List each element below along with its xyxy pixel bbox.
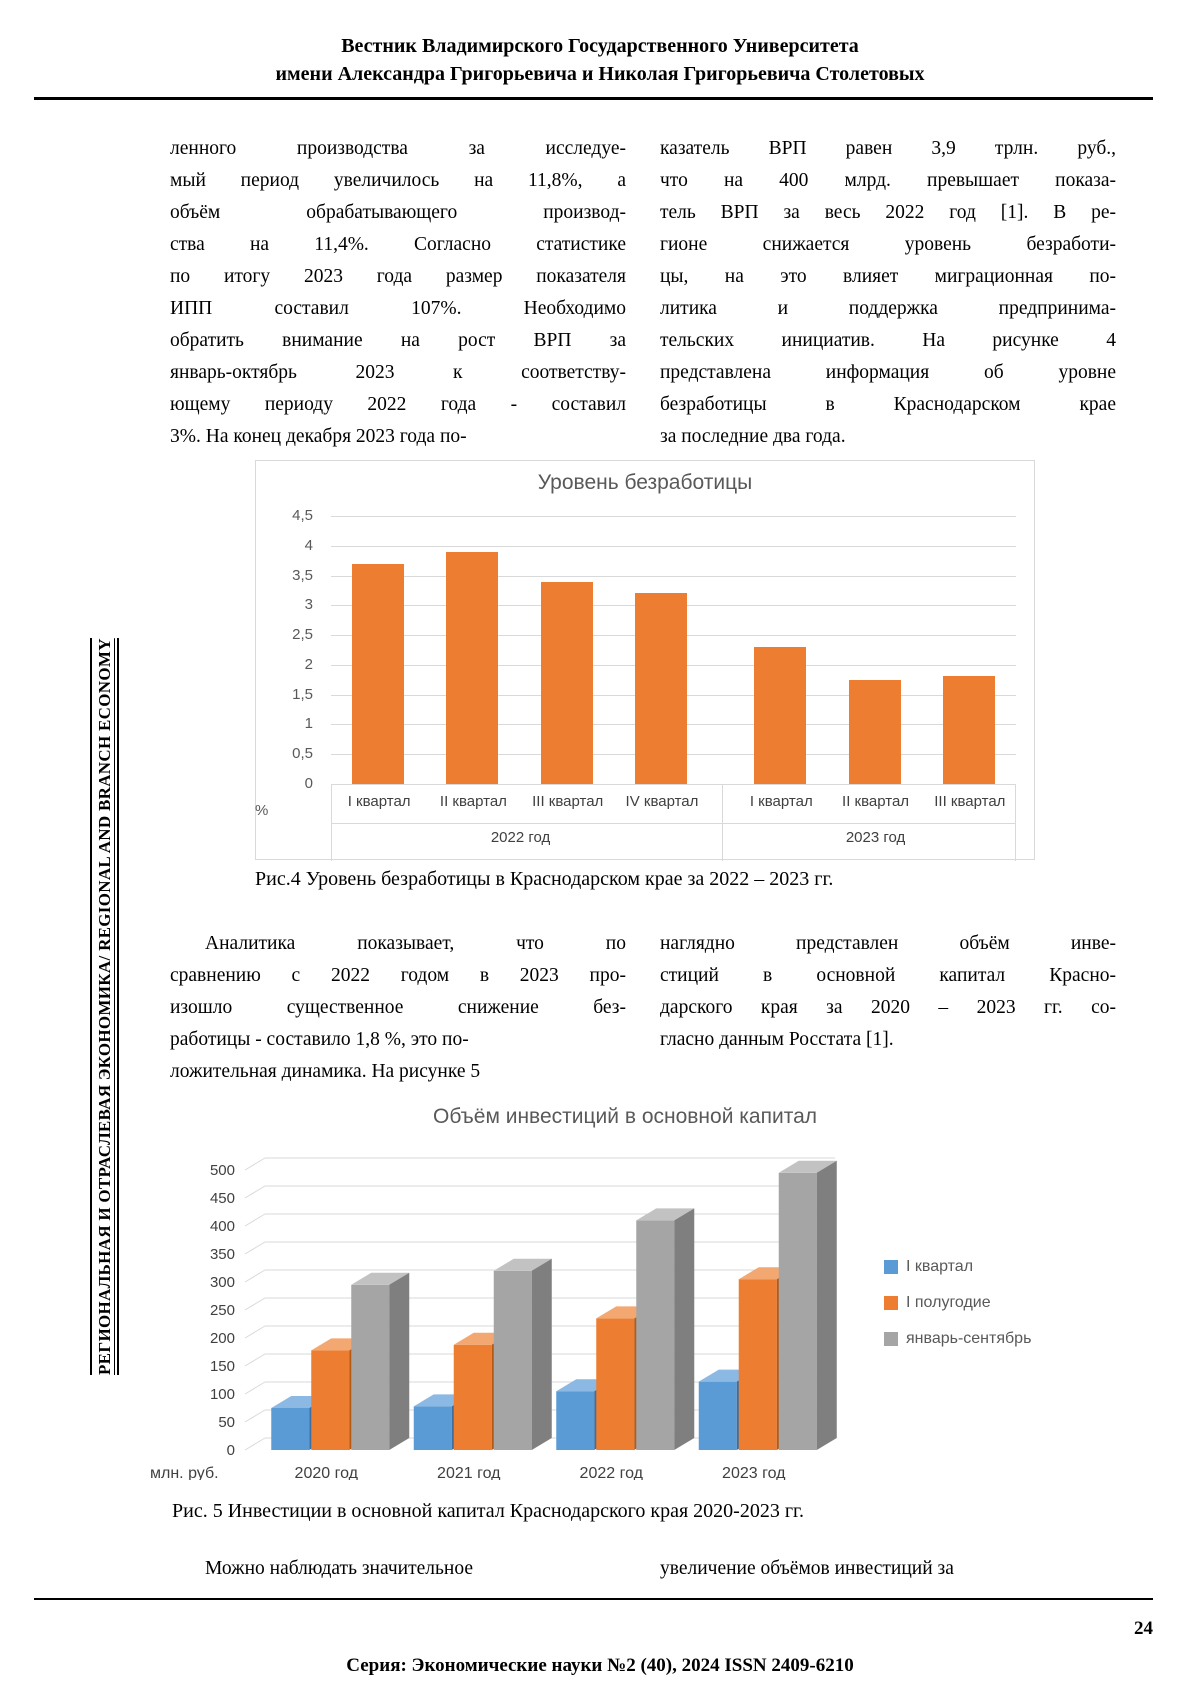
svg-text:I полугодие: I полугодие	[906, 1294, 991, 1311]
svg-text:200: 200	[210, 1330, 235, 1347]
svg-text:400: 400	[210, 1218, 235, 1235]
svg-text:2022 год: 2022 год	[580, 1465, 644, 1480]
svg-text:I квартал: I квартал	[906, 1258, 973, 1275]
svg-text:50: 50	[218, 1414, 235, 1431]
svg-text:350: 350	[210, 1246, 235, 1263]
svg-text:0: 0	[227, 1442, 235, 1459]
svg-text:млн. руб.: млн. руб.	[150, 1465, 219, 1480]
svg-text:250: 250	[210, 1302, 235, 1319]
svg-text:2020 год: 2020 год	[295, 1465, 359, 1480]
svg-text:январь-сентябрь: январь-сентябрь	[906, 1330, 1031, 1347]
svg-text:100: 100	[210, 1386, 235, 1403]
svg-text:450: 450	[210, 1190, 235, 1207]
svg-text:2021 год: 2021 год	[437, 1465, 501, 1480]
svg-text:300: 300	[210, 1274, 235, 1291]
svg-text:150: 150	[210, 1358, 235, 1375]
svg-text:2023 год: 2023 год	[722, 1465, 786, 1480]
svg-text:500: 500	[210, 1162, 235, 1179]
